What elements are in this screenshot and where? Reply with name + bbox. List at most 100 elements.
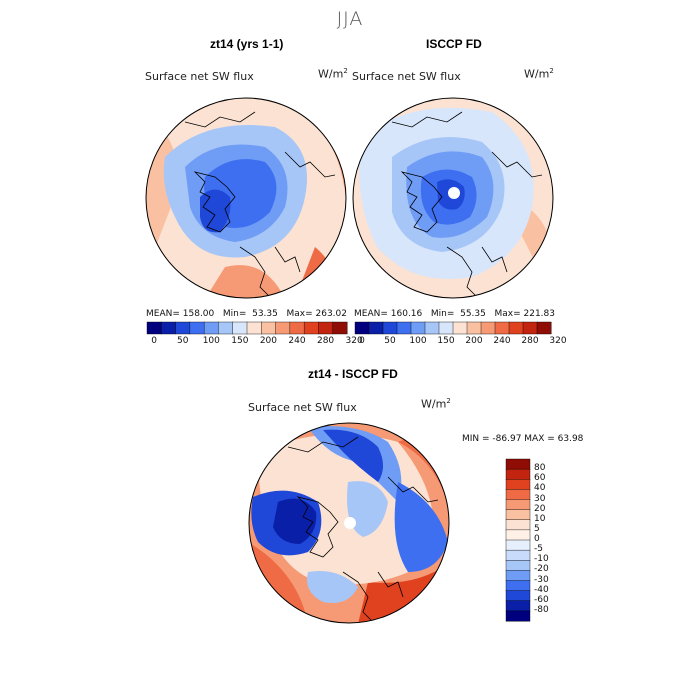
colorbar-tick-label: -80 [534,604,549,615]
colorbar-swatch [246,321,262,335]
land-outline [287,436,359,453]
colorbar-tick-label: 0 [151,336,158,346]
colorbar-swatch [382,321,398,335]
colorbar-swatch [189,321,205,335]
land-outline [274,246,301,273]
polar-missing-data [448,187,460,199]
land-outline [481,246,508,273]
units-label-diff: W/m2 [421,397,451,411]
colorbar-swatch [203,321,219,335]
colorbar-tick-label: 240 [288,336,306,346]
warm-region [205,265,285,298]
colorbar-tick-label: 240 [493,336,511,346]
colorbar-tick-label: 150 [437,336,455,346]
colorbar-tick-label: 40 [534,483,546,494]
colorbar-swatch [289,321,305,335]
colorbar-tick-label: 320 [549,336,567,346]
polar-map-obs [352,97,554,299]
colorbar-swatch [522,321,538,335]
colorbar-swatch [494,321,510,335]
colorbar-swatch [232,321,248,335]
colorbar-tick-label: -60 [534,594,549,605]
cool-region [347,481,388,537]
colorbar-tick-label: 30 [534,493,546,504]
colorbar-tick-label: 320 [345,336,363,346]
land-outline [193,171,236,233]
colorbar-swatch [424,321,440,335]
colorbar-swatch [480,321,496,335]
colorbar-tick-label: 200 [465,336,483,346]
colorbar-swatch [505,468,531,480]
colorbar-swatch [452,321,468,335]
colorbar-swatch [505,539,531,551]
panel-title-obs: ISCCP FD [426,37,482,51]
colorbar-swatch [218,321,234,335]
variable-label-diff: Surface net SW flux [248,401,357,414]
colorbar-swatch [505,479,531,490]
colorbar-tick-label: 50 [384,336,396,346]
colorbar-swatch [368,321,384,335]
colorbar-swatch [505,499,531,511]
colorbar-swatch [303,321,319,335]
colorbar-tick-label: 50 [176,336,189,346]
colorbar-tick-label: 280 [316,336,335,346]
land-outline [342,571,374,623]
colorbar-tick-label: 280 [521,336,539,346]
colorbar-tick-label: 150 [231,336,249,346]
colorbar-swatch [261,321,277,335]
land-outline [491,151,543,178]
cool-region [308,426,402,502]
colorbar-swatch [505,489,531,501]
colorbar-swatch [175,321,191,335]
polar-missing-data [344,517,356,529]
land-outline [284,151,336,178]
colorbar-swatch [505,549,531,561]
panel-title-diff: zt14 - ISCCP FD [308,367,398,381]
colorbar-swatch [505,570,531,582]
colorbar-swatch [332,321,348,335]
land-outline [239,246,271,298]
variable-label-obs: Surface net SW flux [352,70,461,83]
stats-diff: MIN = -86.97 MAX = 63.98 [462,434,584,444]
polar-map-diff [248,422,450,624]
colorbar-swatch [318,321,334,335]
colorbar-swatch [505,600,531,612]
land-outline [446,246,478,298]
colorbar-swatch [505,610,531,622]
colorbar-tick-label: 0 [359,336,365,346]
figure-title: JJA [336,8,364,30]
colorbar-swatch [508,321,524,335]
land-outline [387,476,439,503]
colorbar-tick-label: -20 [534,564,549,575]
colorbar-model [146,321,348,335]
colorbar-swatch [505,529,531,541]
colorbar-tick-label: -5 [534,544,543,555]
colorbar-swatch [536,321,552,335]
colorbar-tick-label: 200 [259,336,278,346]
colorbar-tick-label: -40 [534,584,549,595]
colorbar-tick-label: 5 [534,523,540,534]
colorbar-tick-label: 20 [534,503,546,514]
polar-map-model [145,97,347,299]
stats-model: MEAN= 158.00 Min= 53.35 Max= 263.02 [146,309,347,319]
units-label-obs: W/m2 [524,67,554,81]
colorbar-tick-label: 0 [534,534,540,544]
colorbar-tick-label: 100 [409,336,427,346]
colorbar-tick-label: 80 [534,463,546,474]
land-outline [400,171,443,233]
stats-obs: MEAN= 160.16 Min= 55.35 Max= 221.83 [354,309,555,319]
colorbar-tick-label: -10 [534,554,549,565]
panel-title-model: zt14 (yrs 1-1) [210,37,284,51]
colorbar-swatch [505,458,531,470]
colorbar-swatch [505,560,531,571]
colorbar-diff [505,458,531,622]
cool-region [307,571,358,603]
units-label-model: W/m2 [318,67,348,81]
colorbar-swatch [466,321,482,335]
colorbar-tick-label: 100 [202,336,220,346]
land-outline [391,111,463,128]
colorbar-tick-label: -30 [534,574,549,585]
variable-label-model: Surface net SW flux [145,70,254,83]
colorbar-swatch [354,321,370,335]
colorbar-swatch [505,519,531,531]
